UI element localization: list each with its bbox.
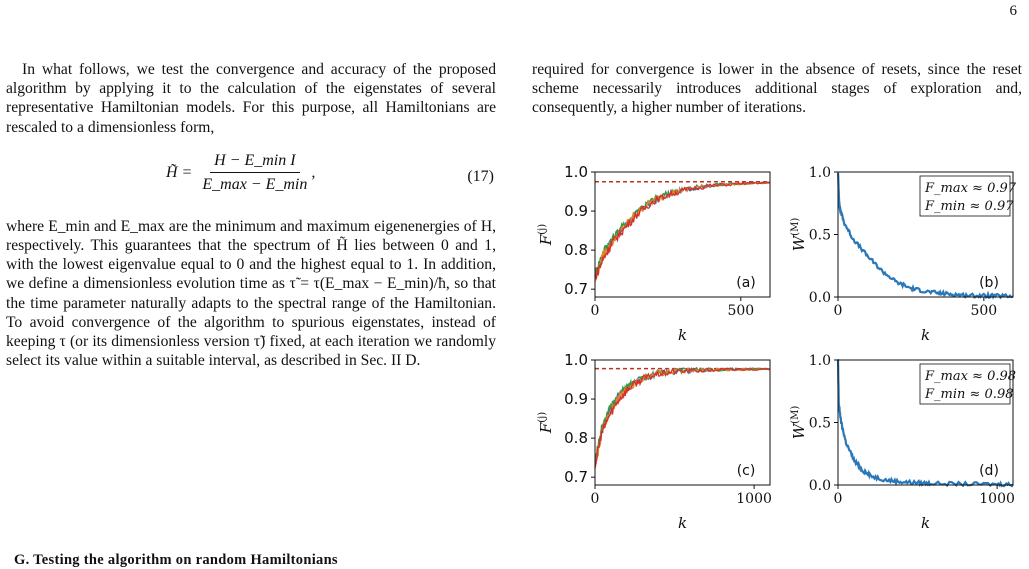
legend-entry-d-0: F_max ≈ 0.98 bbox=[924, 369, 1016, 384]
figure-svg: 0.7 0.8 0.9 1.0 0 500 k F(j) (a) 0.0 0.5 1.0 0 500 k W(… bbox=[537, 163, 1017, 532]
xlabel-b: k bbox=[921, 326, 930, 344]
ytick-label-b-2: 1.0 bbox=[809, 165, 831, 181]
ytick-label-b-1: 0.5 bbox=[809, 228, 831, 244]
series-line-c-green bbox=[594, 366, 771, 461]
left-column: In what follows, we test the convergence… bbox=[6, 60, 496, 370]
series-line-c-blue bbox=[594, 366, 771, 467]
axes-frame-a bbox=[594, 171, 771, 298]
equation-numerator: H − E_min I bbox=[210, 151, 300, 174]
legend-entry-b-1: F_min ≈ 0.97 bbox=[924, 199, 1014, 214]
legend-box-d bbox=[919, 363, 1011, 405]
ytick-label-a-3: 1.0 bbox=[564, 163, 588, 181]
figure: 0.7 0.8 0.9 1.0 0 500 k F(j) (a) 0.0 0.5 1.0 0 500 k W(… bbox=[530, 160, 1029, 568]
xlabel-d: k bbox=[921, 514, 930, 532]
ytick-label-b-0: 0.0 bbox=[809, 290, 831, 306]
ylabel-d: W(M) bbox=[790, 406, 808, 440]
series-line-c-red bbox=[594, 367, 771, 469]
xlabel-c: k bbox=[678, 514, 687, 532]
series-line-d-blue bbox=[836, 359, 1014, 488]
equation-17: H̃ = H − E_min I E_max − E_min , (17) bbox=[6, 147, 496, 209]
paragraph-intro: In what follows, we test the convergence… bbox=[6, 61, 496, 136]
ylabel-a: F(j) bbox=[537, 224, 555, 246]
xtick-label-c-1: 1000 bbox=[736, 491, 772, 507]
xtick-label-d-0: 0 bbox=[834, 491, 843, 507]
right-column: required for convergence is lower in the… bbox=[532, 60, 1022, 118]
xlabel-a: k bbox=[678, 326, 687, 344]
ytick-label-d-2: 1.0 bbox=[809, 353, 831, 369]
xtick-label-a-1: 500 bbox=[727, 303, 754, 319]
ytick-label-a-1: 0.8 bbox=[564, 241, 588, 259]
paragraph-definitions: where E_min and E_max are the minimum an… bbox=[6, 217, 496, 370]
panel-label-a: (a) bbox=[736, 275, 756, 291]
equation-fraction: H − E_min I E_max − E_min bbox=[198, 151, 311, 194]
page-number: 6 bbox=[1009, 3, 1018, 19]
paragraph-continuation: required for convergence is lower in the… bbox=[532, 61, 1022, 117]
panel-label-b: (b) bbox=[979, 275, 999, 291]
ytick-label-a-0: 0.7 bbox=[564, 280, 588, 298]
section-heading: G. Testing the algorithm on random Hamil… bbox=[14, 552, 338, 568]
legend-box-b bbox=[919, 175, 1011, 217]
equation-number: (17) bbox=[467, 167, 494, 185]
equation-trailing: , bbox=[311, 163, 316, 181]
series-line-a-red bbox=[594, 181, 771, 279]
series-line-b-blue bbox=[836, 172, 1014, 300]
ytick-label-d-0: 0.0 bbox=[809, 478, 831, 494]
ytick-label-c-0: 0.7 bbox=[564, 468, 588, 486]
equation-lhs: H̃ = bbox=[166, 163, 193, 181]
legend-entry-b-0: F_max ≈ 0.97 bbox=[924, 181, 1017, 196]
xtick-label-d-1: 1000 bbox=[979, 491, 1015, 507]
xtick-label-b-0: 0 bbox=[834, 303, 843, 319]
ytick-label-c-3: 1.0 bbox=[564, 351, 588, 369]
series-line-a-blue bbox=[594, 181, 771, 279]
xtick-label-c-0: 0 bbox=[591, 491, 600, 507]
series-line-a-orange bbox=[594, 181, 771, 283]
ytick-label-d-1: 0.5 bbox=[809, 416, 831, 432]
legend-entry-d-1: F_min ≈ 0.98 bbox=[924, 387, 1013, 402]
xtick-label-a-0: 0 bbox=[591, 303, 600, 319]
panel-label-c: (c) bbox=[737, 463, 756, 479]
xtick-label-b-1: 500 bbox=[970, 303, 997, 319]
equation-denominator: E_max − E_min bbox=[202, 176, 308, 194]
ylabel-c: F(j) bbox=[537, 412, 555, 434]
ytick-label-c-1: 0.8 bbox=[564, 429, 588, 447]
panel-label-d: (d) bbox=[979, 463, 999, 479]
ylabel-b: W(M) bbox=[790, 218, 808, 252]
series-line-c-orange bbox=[594, 367, 771, 468]
ytick-label-c-2: 0.9 bbox=[564, 390, 588, 408]
axes-frame-c bbox=[594, 359, 771, 486]
ytick-label-a-2: 0.9 bbox=[564, 202, 588, 220]
